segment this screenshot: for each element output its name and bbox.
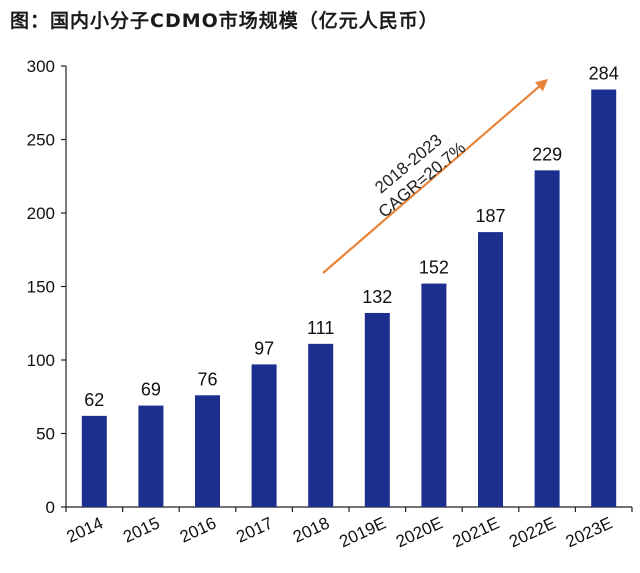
data-label: 76 <box>197 369 217 389</box>
x-tick-label: 2021E <box>450 513 503 551</box>
data-label: 132 <box>362 287 392 307</box>
y-tick-label: 50 <box>36 425 55 444</box>
data-label: 187 <box>475 206 505 226</box>
data-label: 284 <box>589 64 619 84</box>
bar <box>534 170 560 507</box>
x-tick-label: 2016 <box>177 513 219 546</box>
bar <box>364 312 390 507</box>
x-tick-label: 2018 <box>290 513 332 546</box>
x-tick-label: 2015 <box>120 513 162 546</box>
x-tick-label: 2019E <box>336 513 389 551</box>
data-label: 229 <box>532 144 562 164</box>
data-label: 62 <box>84 390 104 410</box>
cagr-text: 2018-2023CAGR=20.7% <box>361 122 469 222</box>
y-tick-label: 250 <box>27 131 55 150</box>
y-tick-label: 0 <box>46 498 55 517</box>
y-tick-label: 150 <box>27 278 55 297</box>
data-label: 111 <box>307 318 334 338</box>
bar <box>421 283 447 507</box>
trend-arrowhead <box>534 79 548 92</box>
cagr-annotation: 2018-2023CAGR=20.7% <box>322 79 548 274</box>
trend-arrow-line <box>322 84 542 274</box>
data-label: 152 <box>419 258 449 278</box>
bar <box>308 343 334 507</box>
chart-title: 图：国内小分子CDMO市场规模（亿元人民币） <box>10 10 439 32</box>
x-tick-label: 2014 <box>64 513 106 546</box>
bar <box>195 395 220 507</box>
bar <box>591 89 617 508</box>
data-label: 69 <box>141 380 161 400</box>
bar <box>478 232 503 508</box>
bar <box>81 415 107 507</box>
axes: 0 50 100 150 200 250 300 <box>27 57 633 517</box>
x-tick-label: 2020E <box>393 513 446 551</box>
x-tick-label: 2017 <box>233 513 275 546</box>
bar <box>138 405 164 507</box>
y-tick-label: 200 <box>27 204 55 223</box>
data-label: 97 <box>254 338 274 358</box>
x-tick-label: 2023E <box>563 513 616 551</box>
y-tick-label: 300 <box>27 57 55 76</box>
bars-group: 62 2014 69 2015 76 2016 97 2017 111 2018 132 2019E 1… <box>64 64 619 552</box>
y-tick-label: 100 <box>27 351 55 370</box>
bar <box>251 364 277 507</box>
x-tick-label: 2022E <box>506 513 559 551</box>
